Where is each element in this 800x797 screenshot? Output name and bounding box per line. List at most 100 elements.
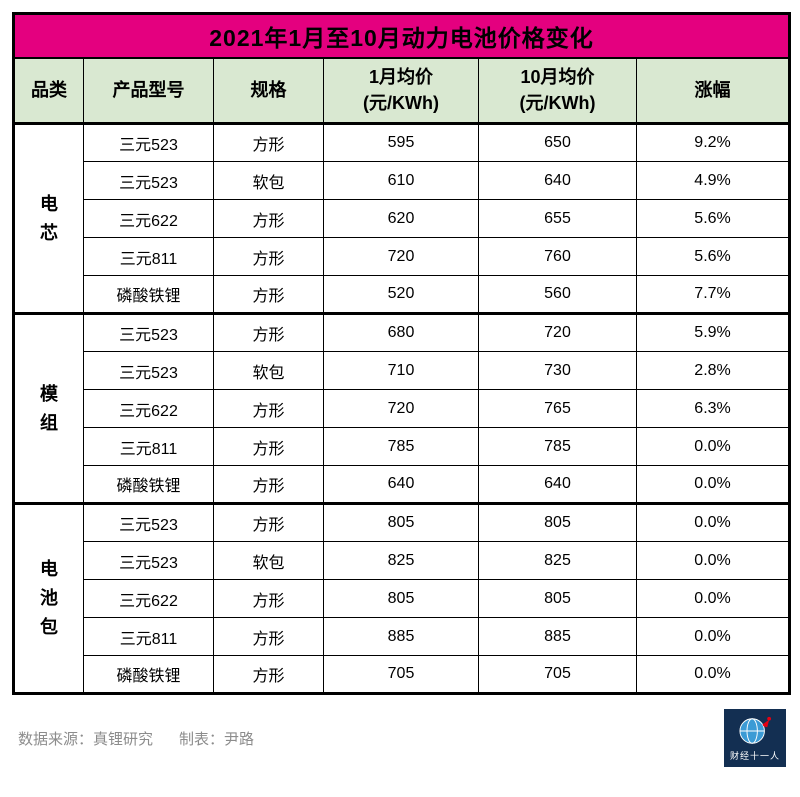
oct-price-cell: 640 — [478, 161, 637, 200]
change-cell: 9.2% — [635, 122, 791, 162]
spec-cell: 方形 — [213, 275, 324, 314]
category-cell: 模组 — [13, 312, 84, 504]
change-cell: 5.6% — [635, 199, 791, 238]
header-row: 品类 产品型号 规格 1月均价 (元/KWh) 10月均价 (元/KWh) 涨幅 — [13, 57, 791, 125]
table-row: 三元622 方形 720 765 6.3% — [14, 389, 791, 428]
model-cell: 三元811 — [83, 237, 214, 276]
page-title: 2021年1月至10月动力电池价格变化 — [12, 13, 791, 59]
jan-price-cell: 885 — [323, 617, 479, 656]
table-row: 模组三元523 方形 680 720 5.9% — [13, 312, 791, 504]
model-cell: 磷酸铁锂 — [83, 275, 214, 314]
jan-price-cell: 720 — [323, 389, 479, 428]
change-cell: 4.9% — [635, 161, 791, 200]
jan-price-cell: 595 — [323, 122, 479, 162]
model-cell: 三元622 — [83, 199, 214, 238]
brand-name: 财经十一人 — [729, 750, 780, 761]
table-row: 三元811 方形 720 760 5.6% — [14, 237, 791, 276]
col-header-oct-line2: (元/KWh) — [519, 93, 596, 114]
col-header-jan-price: 1月均价 (元/KWh) — [323, 57, 479, 125]
footer: 数据来源：真锂研究 制表：尹路 财经十一人 — [12, 695, 788, 767]
model-cell: 三元523 — [83, 541, 214, 580]
spec-cell: 方形 — [213, 579, 324, 618]
model-cell: 三元622 — [83, 579, 214, 618]
spec-cell: 方形 — [213, 502, 324, 542]
jan-price-cell: 785 — [323, 427, 479, 466]
table-row: 三元523 软包 825 825 0.0% — [14, 541, 791, 580]
change-cell: 0.0% — [635, 502, 791, 542]
col-header-category: 品类 — [13, 57, 84, 125]
model-cell: 三元523 — [83, 161, 214, 200]
change-cell: 7.7% — [635, 275, 791, 314]
change-cell: 0.0% — [635, 427, 791, 466]
change-cell: 0.0% — [635, 465, 791, 504]
jan-price-cell: 640 — [323, 465, 479, 504]
jan-price-cell: 720 — [323, 237, 479, 276]
table-row: 三元523 软包 610 640 4.9% — [14, 161, 791, 200]
col-header-jan-line2: (元/KWh) — [363, 93, 439, 114]
spec-cell: 方形 — [213, 655, 324, 694]
change-cell: 0.0% — [635, 655, 791, 694]
table-body: 电芯三元523 方形 595 650 9.2% 三元523 软包 610 640 4.9% 三元62… — [13, 122, 791, 694]
col-header-oct-line1: 10月均价 — [520, 67, 595, 88]
model-cell: 磷酸铁锂 — [83, 655, 214, 694]
jan-price-cell: 610 — [323, 161, 479, 200]
jan-price-cell: 520 — [323, 275, 479, 314]
oct-price-cell: 560 — [478, 275, 637, 314]
table-row: 三元523 软包 710 730 2.8% — [14, 351, 791, 390]
oct-price-cell: 650 — [478, 122, 637, 162]
jan-price-cell: 825 — [323, 541, 479, 580]
credit-text: 制表：尹路 — [179, 730, 255, 748]
col-header-model: 产品型号 — [83, 57, 214, 125]
col-header-category-label: 品类 — [31, 80, 67, 101]
model-cell: 三元811 — [83, 617, 214, 656]
category-cell: 电池包 — [13, 502, 84, 694]
jan-price-cell: 710 — [323, 351, 479, 390]
spec-cell: 方形 — [213, 122, 324, 162]
model-cell: 三元622 — [83, 389, 214, 428]
col-header-spec-label: 规格 — [250, 80, 287, 101]
brand-logo: 财经十一人 — [724, 709, 786, 767]
model-cell: 三元523 — [83, 351, 214, 390]
globe-icon — [739, 716, 771, 744]
col-header-oct-price: 10月均价 (元/KWh) — [478, 57, 637, 125]
change-cell: 0.0% — [635, 541, 791, 580]
table-row: 磷酸铁锂 方形 520 560 7.7% — [14, 275, 791, 314]
oct-price-cell: 805 — [478, 502, 637, 542]
oct-price-cell: 705 — [478, 655, 637, 694]
model-cell: 三元523 — [83, 312, 214, 352]
spec-cell: 方形 — [213, 617, 324, 656]
change-cell: 6.3% — [635, 389, 791, 428]
data-source-text: 数据来源：真锂研究 — [18, 730, 154, 748]
change-cell: 0.0% — [635, 617, 791, 656]
oct-price-cell: 640 — [478, 465, 637, 504]
title-row: 2021年1月至10月动力电池价格变化 — [12, 13, 791, 59]
col-header-change-label: 涨幅 — [694, 80, 731, 101]
oct-price-cell: 805 — [478, 579, 637, 618]
page: 2021年1月至10月动力电池价格变化 品类 产品型号 规格 1月均价 (元/K… — [12, 12, 792, 767]
model-cell: 三元523 — [83, 502, 214, 542]
spec-cell: 方形 — [213, 199, 324, 238]
spec-cell: 软包 — [213, 161, 324, 200]
model-cell: 三元523 — [83, 122, 214, 162]
jan-price-cell: 680 — [323, 312, 479, 352]
change-cell: 5.9% — [635, 312, 791, 352]
table-row: 电芯三元523 方形 595 650 9.2% — [13, 122, 791, 314]
col-header-jan-line1: 1月均价 — [368, 67, 433, 88]
price-table: 2021年1月至10月动力电池价格变化 品类 产品型号 规格 1月均价 (元/K… — [12, 12, 792, 695]
col-header-spec: 规格 — [213, 57, 324, 125]
spec-cell: 方形 — [213, 465, 324, 504]
oct-price-cell: 655 — [478, 199, 637, 238]
oct-price-cell: 760 — [478, 237, 637, 276]
oct-price-cell: 765 — [478, 389, 637, 428]
table-row: 磷酸铁锂 方形 705 705 0.0% — [14, 655, 791, 694]
spec-cell: 方形 — [213, 389, 324, 428]
change-cell: 5.6% — [635, 237, 791, 276]
jan-price-cell: 805 — [323, 579, 479, 618]
spec-cell: 方形 — [213, 312, 324, 352]
oct-price-cell: 825 — [478, 541, 637, 580]
col-header-change: 涨幅 — [635, 57, 791, 125]
footer-text: 数据来源：真锂研究 制表：尹路 — [18, 728, 254, 749]
table-row: 磷酸铁锂 方形 640 640 0.0% — [14, 465, 791, 504]
oct-price-cell: 885 — [478, 617, 637, 656]
spec-cell: 方形 — [213, 427, 324, 466]
